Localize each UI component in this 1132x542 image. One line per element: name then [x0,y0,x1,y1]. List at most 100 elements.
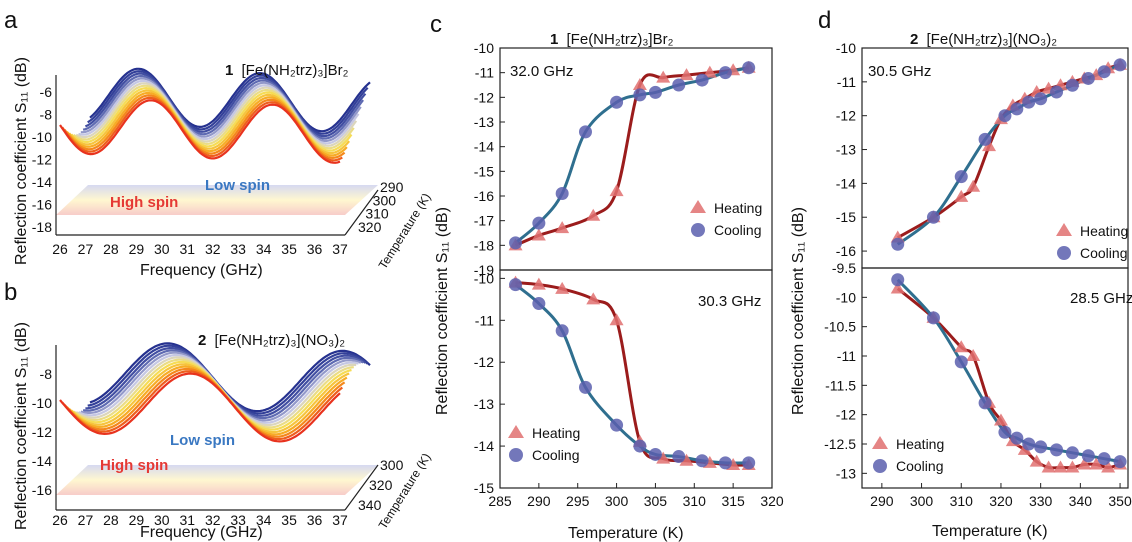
x-tick-label: 29 [129,512,145,528]
panel-a-x-label: Frequency (GHz) [140,262,263,279]
spectrum-curve [89,67,371,133]
panel-b-compound-num: 2 [198,332,206,349]
panel-d-top-plot: -10 -11 -12 -13 -14 -15 -16 30.5 GHz Heating Cool… [836,40,1129,269]
y-tick-label: -14 [474,139,494,155]
cooling-point [1034,440,1048,454]
cooling-point [578,380,592,394]
legend-heating-marker [508,425,524,438]
x-tick-label: 310 [950,493,974,509]
panel-c-title-formula: [Fe(NH₂trz)₃]Br₂ [567,31,674,48]
heating-point [586,208,601,221]
cooling-point [1081,449,1095,463]
panel-b-z-ticks: 300 320 340 [358,457,404,513]
cooling-point [718,456,732,470]
x-tick-label: 30 [154,241,170,257]
legend-cooling: Cooling [896,458,943,474]
cooling-point [926,311,940,325]
y-tick-label: -11 [837,74,856,90]
legend-cooling-marker [1057,246,1071,260]
heating-point [679,68,694,81]
x-tick-label: 26 [52,241,68,257]
cooling-point [578,125,592,139]
x-tick-label: 350 [1108,493,1132,509]
panel-b-low-spin-label: Low spin [170,432,235,449]
z-tick-label: 300 [373,192,397,208]
cooling-point [648,447,662,461]
x-tick-label: 26 [52,512,68,528]
cooling-point [926,210,940,224]
cooling-point [1050,443,1064,457]
y-tick-label: -18 [32,219,52,235]
cooling-point [954,355,968,369]
y-tick-label: -14 [32,453,52,469]
panel-a-high-spin-label: High spin [110,194,178,211]
panel-a-compound-num: 1 [225,62,233,79]
panel-b-floor [56,465,378,495]
y-tick-label: -10 [474,40,494,56]
x-tick-label: 36 [307,241,323,257]
cooling-point [633,88,647,102]
spectrum-curve [82,74,364,140]
x-tick-label: 300 [910,493,934,509]
y-tick-label: -12 [474,354,494,370]
heating-point [555,281,570,294]
cooling-point [1034,92,1048,106]
x-tick-label: 32 [205,512,221,528]
legend-heating: Heating [1080,223,1128,239]
legend-cooling: Cooling [532,447,579,463]
panel-b-x-ticks: 26 27 28 29 30 31 32 33 34 35 36 37 [52,512,348,528]
heating-point [993,413,1008,426]
heating-point [1077,457,1092,470]
cooling-point [555,324,569,338]
legend-heating-marker [690,200,706,213]
panel-b-compound: 2 [Fe(NH₂trz)₃](NO₃)₂ [198,332,345,349]
cooling-point [1022,95,1036,109]
panel-a-y-label: Reflection coefficient S₁₁ (dB) [13,57,30,265]
cooling-point [891,237,905,251]
panel-a-compound-formula: [Fe(NH₂trz)₃]Br₂ [242,62,349,79]
z-tick-label: 320 [358,219,382,235]
y-tick-label: -12 [32,424,52,440]
cooling-point [1097,452,1111,466]
x-tick-label: 31 [179,512,195,528]
cooling-point [998,425,1012,439]
panel-b-spectra [59,342,371,443]
y-tick-label: -18 [474,237,494,253]
y-tick-label: -10 [32,129,52,145]
y-tick-label: -13 [474,114,494,130]
spectrum-curve [61,370,344,441]
heating-point [966,349,981,361]
x-tick-label: 34 [256,241,272,257]
y-tick-label: -12.5 [824,436,856,452]
y-tick-label: -10 [836,40,856,56]
panel-d-title-formula: [Fe(NH₂trz)₃](NO₃)₂ [927,31,1058,48]
y-tick-label: -13 [836,465,856,481]
z-tick-label: 310 [365,206,389,222]
panel-b-y-ticks: -8 -10 -12 -14 -16 [32,366,52,498]
fit-line-heating [896,287,1121,470]
y-tick-label: -14 [836,175,856,191]
x-tick-label: 37 [332,512,348,528]
heating-point [890,281,905,294]
panel-a-low-spin-label: Low spin [205,177,270,194]
x-tick-label: 33 [230,512,246,528]
panel-d-y-label: Reflection coefficient S₁₁ (dB) [790,207,807,415]
panel-c-top-plot: -10 -11 -12 -13 -14 -15 -16 -17 -18 -19 32.0 GHz He… [474,40,773,278]
x-tick-label: 315 [721,493,745,509]
panel-a-y-ticks: -6 -8 -10 -12 -14 -16 -18 [32,84,52,235]
heating-point [966,179,981,192]
y-tick-label: -16 [836,243,856,259]
x-tick-label: 305 [644,493,668,509]
panel-c-hysteresis: c 1 [Fe(NH₂trz)₃]Br₂ Reflection coeffici… [430,11,784,542]
y-tick-label: -10 [836,289,856,305]
heating-point [1089,457,1104,470]
legend-cooling: Cooling [1080,245,1127,261]
cooling-point [891,273,905,287]
heating-point [982,139,997,152]
y-tick-label: -10.5 [824,319,856,335]
heating-point [1053,460,1068,473]
panel-b-3d-plot: b -8 -10 -12 -14 -16 26 27 28 29 30 31 32 33 34 35 36 3… [4,279,433,541]
z-tick-label: 290 [380,179,404,195]
x-tick-label: 36 [307,512,323,528]
legend-cooling-marker [873,459,887,473]
